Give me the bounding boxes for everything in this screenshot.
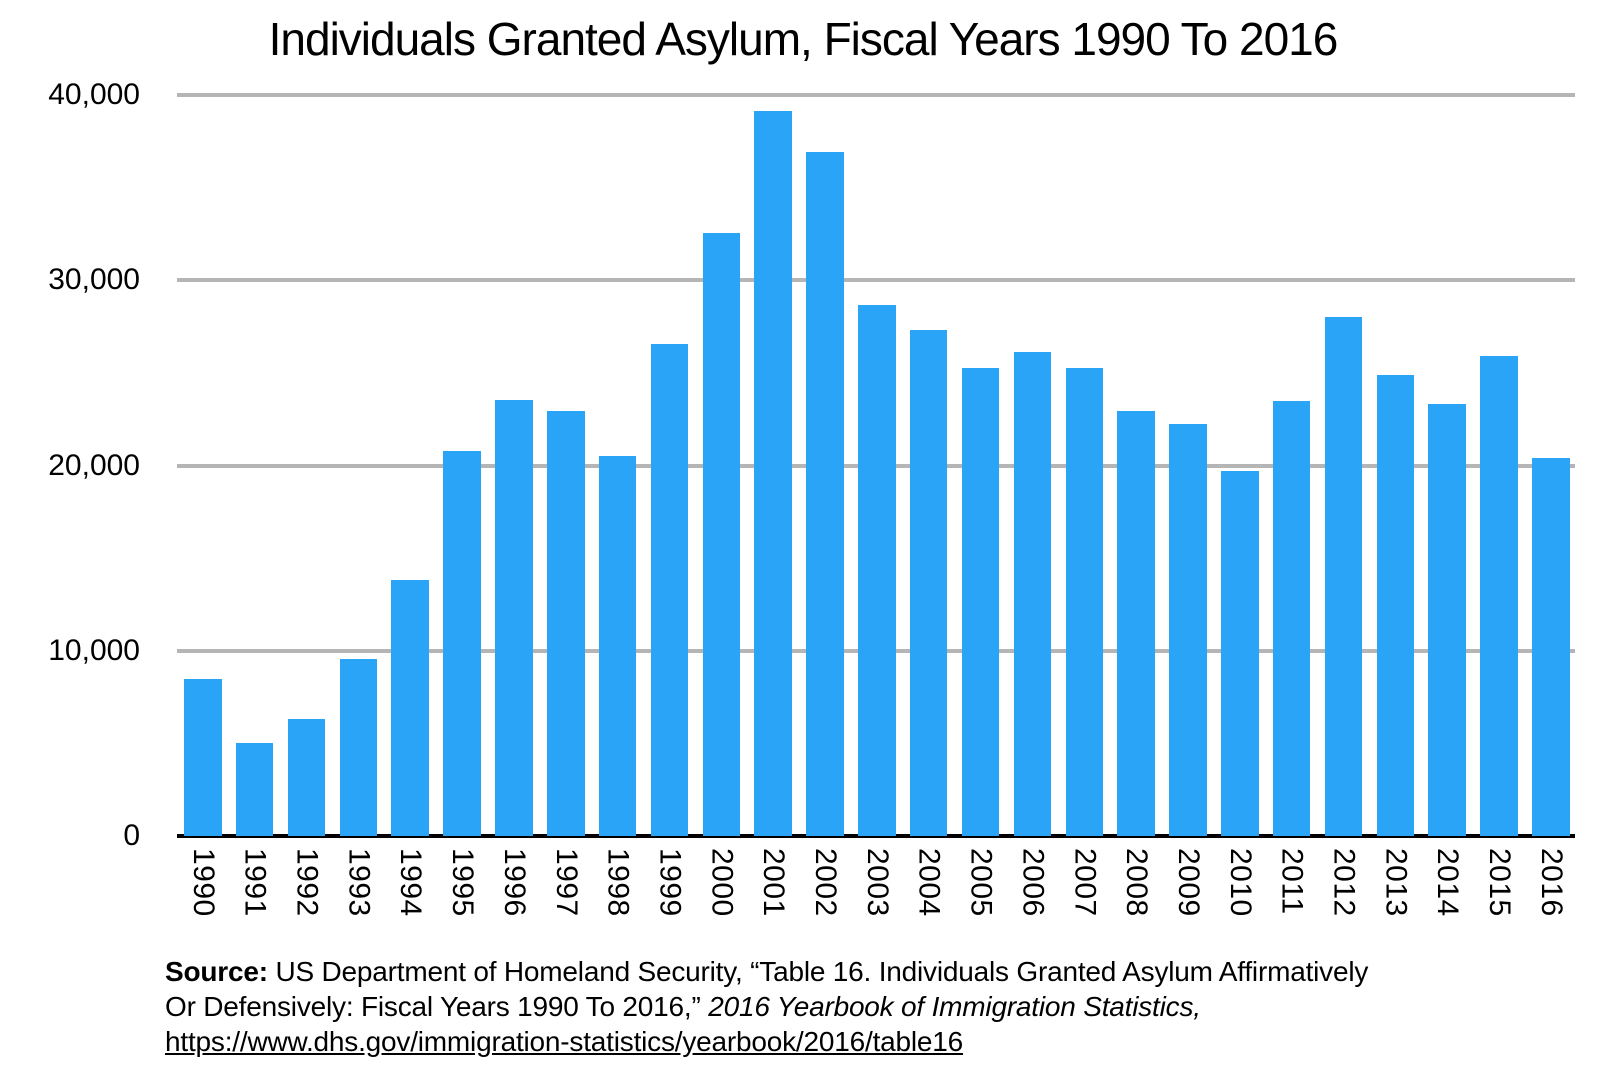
bar-2001 (754, 110, 792, 836)
x-tick-label-2009: 2009 (1171, 848, 1205, 917)
bar-1991 (235, 742, 274, 836)
x-tick-label-1991: 1991 (238, 848, 272, 917)
x-tick-label-1993: 1993 (342, 848, 376, 917)
bar-1996 (495, 400, 533, 836)
bar-2002 (806, 151, 844, 836)
bar-1999 (650, 343, 689, 836)
x-tick-label-1999: 1999 (653, 848, 687, 917)
bar-2004 (909, 329, 948, 836)
bar-1990 (184, 679, 222, 836)
bar-2014 (1428, 404, 1466, 836)
x-tick-label-2003: 2003 (860, 848, 894, 917)
bar-2012 (1324, 317, 1363, 836)
gridline-40000 (177, 93, 1575, 97)
source-citation-italic: 2016 Yearbook of Immigration Statistics, (708, 991, 1201, 1022)
x-tick-label-2007: 2007 (1068, 848, 1102, 917)
x-tick-label-2013: 2013 (1379, 848, 1413, 917)
x-tick-label-2010: 2010 (1223, 848, 1257, 917)
bar-2005 (961, 368, 1000, 836)
y-tick-label-40000: 40,000 (48, 78, 140, 111)
x-tick-label-2006: 2006 (1016, 848, 1050, 917)
bar-2007 (1065, 367, 1103, 836)
x-tick-label-2004: 2004 (912, 848, 946, 917)
bar-1998 (598, 455, 637, 836)
source-link[interactable]: https://www.dhs.gov/immigration-statisti… (165, 1026, 964, 1057)
source-caption: Source: US Department of Homeland Securi… (165, 954, 1565, 1059)
bar-1994 (391, 579, 429, 836)
y-tick-label-20000: 20,000 (48, 448, 140, 482)
x-tick-label-2000: 2000 (705, 848, 739, 917)
x-tick-label-2014: 2014 (1431, 848, 1465, 917)
x-tick-label-2016: 2016 (1534, 848, 1568, 917)
source-line2: Or Defensively: Fiscal Years 1990 To 201… (165, 991, 709, 1022)
x-tick-label-1992: 1992 (290, 848, 324, 917)
x-tick-label-2011: 2011 (1275, 848, 1309, 915)
bar-2009 (1169, 424, 1207, 836)
y-tick-label-10000: 10,000 (48, 633, 140, 667)
x-tick-label-1994: 1994 (394, 848, 428, 917)
bar-2016 (1532, 458, 1570, 836)
x-tick-label-1997: 1997 (549, 848, 583, 917)
bar-2015 (1480, 356, 1518, 836)
y-tick-label-0: 0 (123, 819, 140, 852)
gridline-30000 (177, 278, 1575, 283)
x-axis-line (177, 834, 1575, 838)
x-tick-label-2012: 2012 (1327, 848, 1361, 917)
x-tick-label-2002: 2002 (809, 848, 842, 917)
bar-2011 (1272, 400, 1311, 836)
bar-2013 (1376, 374, 1415, 836)
bar-1993 (339, 659, 378, 836)
bar-1992 (287, 719, 326, 836)
x-tick-label-1995: 1995 (446, 848, 480, 917)
x-tick-label-2001: 2001 (757, 848, 791, 917)
bar-1995 (443, 451, 481, 836)
bar-2006 (1013, 352, 1052, 836)
bar-2010 (1221, 471, 1259, 836)
x-tick-label-2008: 2008 (1120, 848, 1154, 917)
chart-title: Individuals Granted Asylum, Fiscal Years… (268, 13, 1339, 65)
bar-2008 (1117, 411, 1155, 836)
plot-area (177, 93, 1575, 838)
x-tick-label-2005: 2005 (964, 848, 998, 917)
bar-2003 (858, 304, 896, 836)
y-tick-label-30000: 30,000 (48, 263, 140, 297)
source-label: Source: (165, 956, 268, 987)
bar-2000 (702, 233, 741, 836)
bar-1997 (547, 411, 585, 836)
x-tick-label-1996: 1996 (497, 848, 531, 917)
source-line1: US Department of Homeland Security, “Tab… (267, 956, 1369, 987)
x-tick-label-1990: 1990 (186, 848, 220, 917)
x-tick-label-1998: 1998 (601, 848, 635, 917)
x-tick-label-2015: 2015 (1483, 848, 1517, 917)
